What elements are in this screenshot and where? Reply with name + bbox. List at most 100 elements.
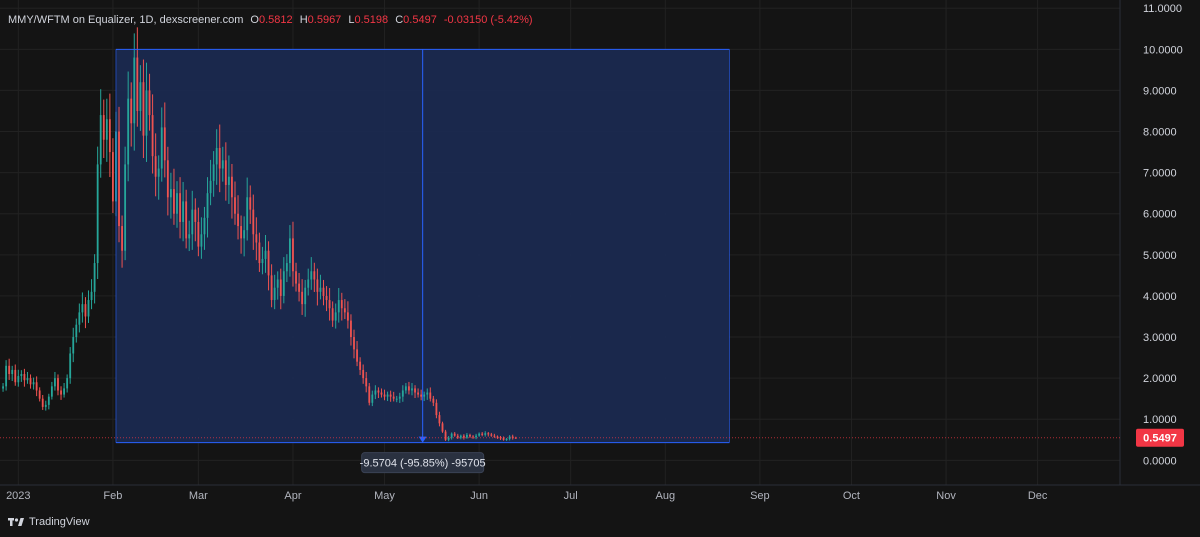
candle-body <box>151 115 154 157</box>
candle-body <box>432 398 435 403</box>
candle <box>96 146 99 280</box>
candle-body <box>343 308 346 313</box>
candle <box>249 185 252 224</box>
candle <box>66 374 69 393</box>
time-axis[interactable]: 2023 Feb Mar Apr May Jun Jul Aug Sep Oct Nov Dec <box>6 490 1048 502</box>
candle-body <box>87 300 90 317</box>
candle <box>173 168 175 225</box>
candle <box>279 268 282 310</box>
candle-body <box>57 378 59 391</box>
candle <box>84 297 87 329</box>
candle <box>133 33 136 151</box>
candle <box>322 279 325 306</box>
candle-body <box>218 147 221 169</box>
symbol-legend: MMY/WFTM on Equalizer, 1D, dexscreener.c… <box>8 14 533 26</box>
candle-body <box>133 57 136 124</box>
candle <box>472 435 474 439</box>
candle <box>102 99 105 159</box>
candle-body <box>35 382 38 391</box>
candle-body <box>32 382 35 385</box>
candle-body <box>304 287 307 305</box>
candle-body <box>108 119 111 153</box>
candle <box>231 163 233 219</box>
candle-body <box>472 436 474 438</box>
close-value: 0.5497 <box>403 14 437 26</box>
candle-body <box>206 193 209 218</box>
candle-body <box>285 263 288 272</box>
candle <box>87 290 90 323</box>
candle-body <box>90 291 93 301</box>
candle <box>209 159 212 206</box>
candle-body <box>105 119 108 140</box>
candle <box>502 436 505 441</box>
candle <box>466 432 468 439</box>
x-tick-label: Apr <box>284 490 301 502</box>
candle-body <box>362 369 365 379</box>
candle <box>93 254 96 304</box>
candle <box>124 146 127 261</box>
candle <box>408 381 410 395</box>
candle-body <box>50 386 53 397</box>
candle-body <box>450 433 453 438</box>
candle-body <box>148 90 151 116</box>
candle-body <box>261 258 264 264</box>
candle <box>26 371 29 384</box>
candle <box>267 241 270 291</box>
candle-body <box>319 287 322 292</box>
candle <box>371 390 374 407</box>
y-tick-label: 10.0000 <box>1143 44 1183 56</box>
candle <box>81 292 84 323</box>
candle <box>8 358 11 380</box>
candle <box>200 217 203 259</box>
candle <box>23 368 26 387</box>
candle-body <box>514 437 517 439</box>
candle <box>273 274 276 310</box>
candle-body <box>392 396 395 399</box>
candle <box>32 377 35 390</box>
candle-body <box>5 365 8 387</box>
candle-body <box>179 193 181 222</box>
candle <box>246 177 249 241</box>
candle-body <box>160 127 163 169</box>
candle <box>380 388 383 398</box>
price-axis[interactable]: 0.0000 1.0000 2.0000 3.0000 4.0000 5.0000 6.00… <box>1143 3 1183 467</box>
candle-body <box>209 180 212 194</box>
candle <box>157 155 160 200</box>
candle <box>295 262 297 292</box>
candle-body <box>197 221 200 247</box>
candle <box>447 436 450 442</box>
candle-body <box>63 388 66 395</box>
candle <box>435 399 438 419</box>
candle-body <box>386 394 389 397</box>
candle <box>54 371 56 391</box>
candle <box>108 93 111 178</box>
candle <box>264 234 267 273</box>
candle-body <box>11 369 14 375</box>
candle <box>331 301 334 327</box>
candle-body <box>99 115 102 165</box>
candle-body <box>484 433 487 435</box>
candle <box>334 303 337 329</box>
candle <box>285 254 288 283</box>
tradingview-branding[interactable]: TradingView <box>8 516 90 528</box>
candle-body <box>185 201 188 239</box>
candle-body <box>118 131 120 227</box>
candle <box>145 62 148 162</box>
candle <box>401 385 404 402</box>
candle-body <box>139 82 142 111</box>
candle-body <box>127 98 130 165</box>
measure-label-text: -9.5704 (-95.85%) -95705 <box>360 458 486 470</box>
candle <box>237 195 239 240</box>
candle-body <box>511 436 514 438</box>
candle-body <box>337 300 340 313</box>
candle-body <box>2 386 4 389</box>
candle <box>50 381 53 400</box>
tradingview-brand-text: TradingView <box>29 516 90 528</box>
candle <box>121 215 123 268</box>
candle <box>69 347 72 384</box>
candle-body <box>157 168 160 177</box>
candle <box>90 279 93 310</box>
candle-body <box>380 392 383 395</box>
candle-body <box>194 209 197 222</box>
